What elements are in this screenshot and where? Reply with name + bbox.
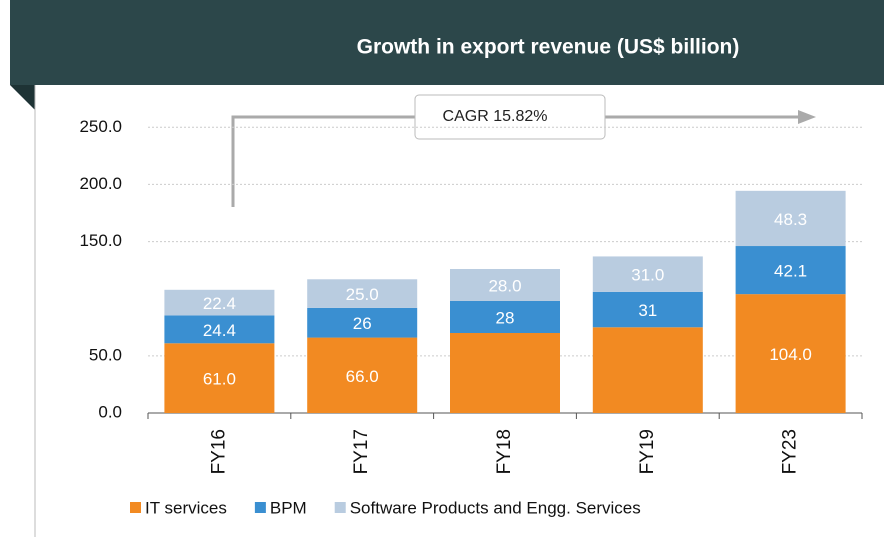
x-tick-label: FY16 bbox=[208, 429, 229, 474]
title-banner bbox=[10, 0, 884, 85]
bar-segment bbox=[307, 307, 418, 338]
y-tick-label: 250.0 bbox=[79, 117, 122, 136]
data-label: 26 bbox=[353, 314, 372, 333]
x-tick-label: FY18 bbox=[494, 429, 515, 474]
bar-segment bbox=[164, 289, 275, 316]
cagr-box bbox=[414, 94, 606, 140]
bar-segment bbox=[735, 246, 846, 295]
data-label: 25.0 bbox=[346, 285, 379, 304]
bar-segment bbox=[307, 279, 418, 308]
y-tick-label: 50.0 bbox=[89, 345, 122, 364]
data-label: 61.0 bbox=[203, 370, 236, 389]
bar-segment bbox=[307, 337, 418, 413]
legend-label: BPM bbox=[270, 498, 307, 517]
y-tick-label: 150.0 bbox=[79, 231, 122, 250]
y-tick-label: 0.0 bbox=[98, 402, 122, 421]
x-tick-label: FY19 bbox=[637, 429, 658, 474]
bar-segment bbox=[592, 327, 703, 413]
legend-swatch bbox=[130, 502, 141, 513]
bar-segment bbox=[735, 190, 846, 247]
bar-segment bbox=[735, 294, 846, 413]
data-label: 24.4 bbox=[203, 321, 236, 340]
data-label: 42.1 bbox=[774, 262, 807, 281]
chart-title: Growth in export revenue (US$ billion) bbox=[357, 36, 740, 59]
legend-swatch bbox=[334, 502, 346, 513]
data-label: 31.0 bbox=[631, 266, 664, 285]
bar-segment bbox=[164, 315, 275, 344]
bar-segment bbox=[592, 291, 703, 328]
cagr-arrow bbox=[231, 115, 800, 207]
cagr-arrowhead bbox=[798, 110, 816, 124]
legend-swatch bbox=[254, 502, 266, 513]
data-label: 104.0 bbox=[769, 345, 812, 364]
bar-segment bbox=[450, 269, 560, 301]
data-label: 31 bbox=[638, 301, 657, 320]
data-label: 22.4 bbox=[203, 294, 236, 313]
bar-segment bbox=[164, 343, 275, 413]
bar-segment bbox=[450, 333, 560, 413]
bar-segment bbox=[592, 256, 703, 292]
legend-label: Software Products and Engg. Services bbox=[350, 498, 641, 517]
legend-label: IT services bbox=[145, 498, 227, 517]
cagr-label: CAGR 15.82% bbox=[443, 108, 548, 125]
data-label: 28 bbox=[496, 308, 515, 327]
bar-segment bbox=[450, 301, 560, 333]
banner-fold bbox=[10, 85, 35, 110]
data-label: 66.0 bbox=[346, 367, 379, 386]
data-label: 28.0 bbox=[488, 276, 521, 295]
y-tick-label: 200.0 bbox=[79, 174, 122, 193]
x-tick-label: FY23 bbox=[780, 429, 801, 474]
data-label: 48.3 bbox=[774, 210, 807, 229]
x-tick-label: FY17 bbox=[351, 429, 372, 474]
